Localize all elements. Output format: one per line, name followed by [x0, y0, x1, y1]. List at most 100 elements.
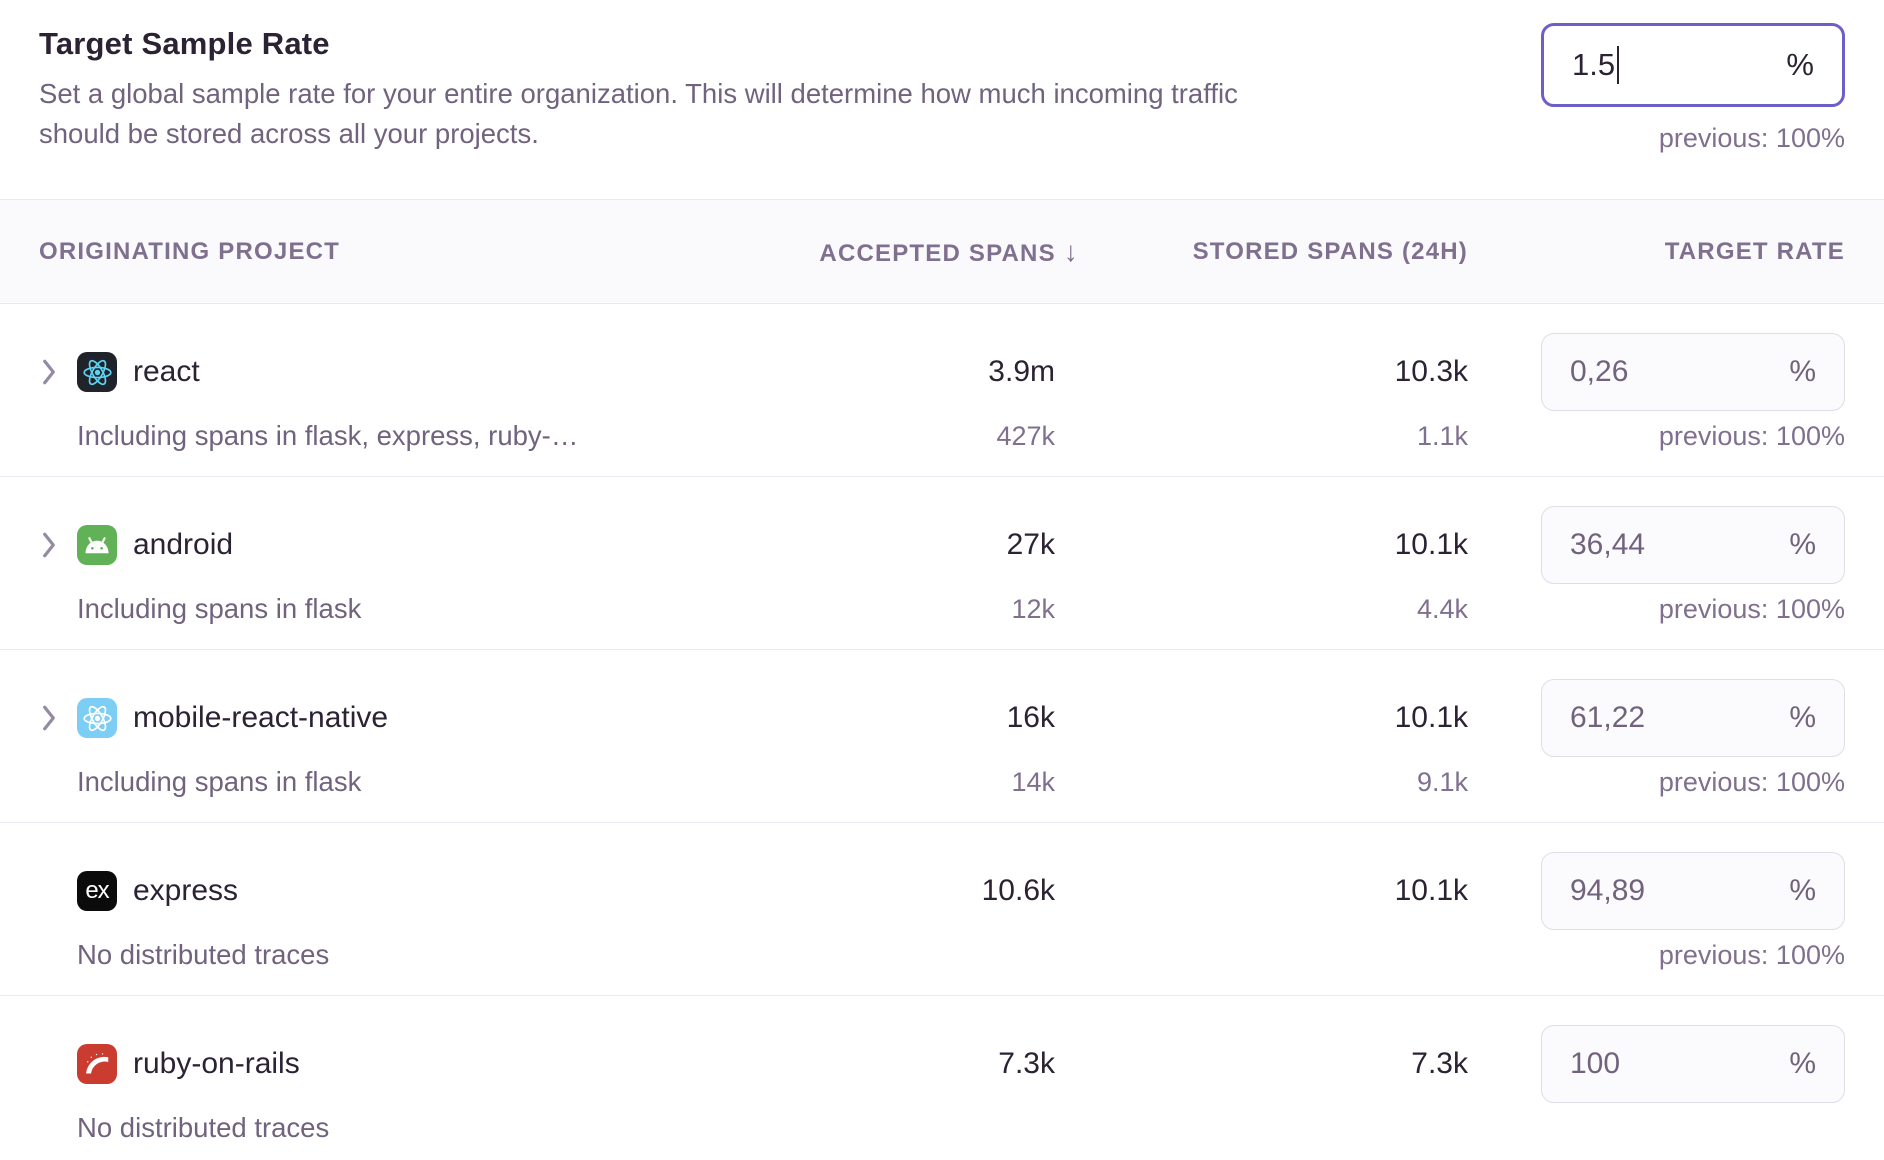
accepted-spans-subvalue — [735, 1108, 1055, 1148]
stored-spans-subvalue — [1055, 935, 1468, 975]
project-cell: android Including spans in flask — [39, 505, 735, 629]
project-row: ex express No distributed traces 10.6k 1… — [0, 823, 1884, 996]
percent-suffix: % — [1789, 874, 1816, 907]
percent-suffix: % — [1789, 355, 1816, 388]
page-description: Set a global sample rate for your entire… — [39, 74, 1459, 154]
target-rate-input[interactable]: 0,26 % — [1541, 333, 1845, 411]
stored-spans-cell: 10.1k — [1055, 851, 1468, 975]
target-rate-main: 61,22 % — [1541, 678, 1845, 758]
target-rate-main: 36,44 % — [1541, 505, 1845, 585]
accepted-spans-subvalue: 14k — [1011, 766, 1055, 797]
accepted-spans-subvalue — [735, 935, 1055, 975]
accepted-spans-subvalue: 427k — [996, 420, 1055, 451]
project-main-line: android — [39, 505, 735, 585]
project-main-line: ruby-on-rails — [39, 1024, 735, 1104]
project-row: android Including spans in flask 27k 12k… — [0, 477, 1884, 650]
project-subtitle: Including spans in flask — [77, 593, 362, 624]
project-subtitle: No distributed traces — [77, 939, 330, 970]
target-rate-cell: 61,22 % previous: 100% — [1468, 678, 1845, 802]
stored-spans-cell: 10.1k 4.4k — [1055, 505, 1468, 629]
table-header-row: ORIGINATING PROJECT ACCEPTED SPANS ↓ STOR… — [0, 199, 1884, 304]
global-rate-input[interactable]: 1.5 % — [1541, 23, 1845, 107]
accepted-spans-cell: 27k 12k — [735, 505, 1055, 629]
react-logo-icon — [77, 352, 117, 392]
accepted-spans-cell: 16k 14k — [735, 678, 1055, 802]
target-rate-value: 0,26 — [1570, 355, 1629, 388]
project-table-body: react Including spans in flask, express,… — [0, 304, 1884, 1160]
global-rate-previous: previous: 100% — [1658, 123, 1845, 153]
stored-spans-value: 10.3k — [1394, 355, 1468, 388]
stored-spans-cell: 7.3k — [1055, 1024, 1468, 1148]
page-title: Target Sample Rate — [39, 26, 330, 61]
expand-chevron-icon[interactable] — [39, 703, 77, 733]
accepted-spans-subvalue: 12k — [1011, 593, 1055, 624]
stored-spans-value: 10.1k — [1394, 701, 1468, 734]
accepted-spans-cell: 3.9m 427k — [735, 332, 1055, 456]
column-header-target-rate: TARGET RATE — [1664, 237, 1845, 265]
accepted-spans-cell: 10.6k — [735, 851, 1055, 975]
target-rate-previous: previous: 100% — [1658, 593, 1845, 624]
project-main-line: mobile-react-native — [39, 678, 735, 758]
project-row: ruby-on-rails No distributed traces 7.3k… — [0, 996, 1884, 1160]
description-line-1: Set a global sample rate for your entire… — [39, 78, 1238, 109]
stored-spans-subvalue: 9.1k — [1416, 766, 1468, 797]
column-header-originating-project: ORIGINATING PROJECT — [39, 237, 341, 265]
column-header-stored-spans: STORED SPANS (24H) — [1192, 237, 1468, 265]
project-row: react Including spans in flask, express,… — [0, 304, 1884, 477]
target-rate-main: 94,89 % — [1541, 851, 1845, 931]
percent-suffix: % — [1789, 1047, 1816, 1080]
accepted-spans-value: 10.6k — [981, 874, 1055, 907]
percent-suffix: % — [1789, 528, 1816, 561]
project-name: react — [133, 355, 200, 388]
sort-descending-icon: ↓ — [1063, 235, 1079, 267]
accepted-spans-value: 7.3k — [998, 1047, 1055, 1080]
text-caret — [1617, 46, 1620, 84]
project-name: ruby-on-rails — [133, 1047, 300, 1080]
global-rate-value: 1.5 — [1572, 46, 1620, 84]
project-subtitle: No distributed traces — [77, 1112, 330, 1143]
project-main-line: ex express — [39, 851, 735, 931]
project-main-line: react — [39, 332, 735, 412]
target-rate-input[interactable]: 94,89 % — [1541, 852, 1845, 930]
project-cell: mobile-react-native Including spans in f… — [39, 678, 735, 802]
percent-suffix: % — [1789, 701, 1816, 734]
stored-spans-value: 7.3k — [1411, 1047, 1468, 1080]
target-rate-main: 0,26 % — [1541, 332, 1845, 412]
target-rate-input[interactable]: 61,22 % — [1541, 679, 1845, 757]
column-header-accepted-spans[interactable]: ACCEPTED SPANS ↓ — [819, 235, 1079, 267]
target-rate-value: 100 — [1570, 1047, 1621, 1080]
target-rate-input[interactable]: 100 % — [1541, 1025, 1845, 1103]
project-name: mobile-react-native — [133, 701, 389, 734]
target-rate-input[interactable]: 36,44 % — [1541, 506, 1845, 584]
project-subtitle: Including spans in flask, express, ruby-… — [77, 420, 579, 451]
global-rate-control: 1.5 % previous: 100% — [1541, 23, 1845, 154]
expand-chevron-icon[interactable] — [39, 357, 77, 387]
target-rate-main: 100 % — [1541, 1024, 1845, 1104]
expand-chevron-icon[interactable] — [39, 530, 77, 560]
android-logo-icon — [77, 525, 117, 565]
project-cell: ex express No distributed traces — [39, 851, 735, 975]
target-rate-cell: 0,26 % previous: 100% — [1468, 332, 1845, 456]
target-rate-value: 94,89 — [1570, 874, 1646, 907]
percent-suffix: % — [1786, 47, 1814, 82]
project-cell: react Including spans in flask, express,… — [39, 332, 735, 456]
accepted-spans-cell: 7.3k — [735, 1024, 1055, 1148]
target-rate-cell: 94,89 % previous: 100% — [1468, 851, 1845, 975]
accepted-spans-value: 16k — [1006, 701, 1055, 734]
target-rate-cell: 36,44 % previous: 100% — [1468, 505, 1845, 629]
project-row: mobile-react-native Including spans in f… — [0, 650, 1884, 823]
stored-spans-subvalue: 1.1k — [1416, 420, 1468, 451]
accepted-spans-value: 27k — [1006, 528, 1055, 561]
target-sample-rate-section: Target Sample Rate Set a global sample r… — [0, 0, 1884, 199]
stored-spans-cell: 10.3k 1.1k — [1055, 332, 1468, 456]
target-rate-value: 61,22 — [1570, 701, 1646, 734]
project-name: android — [133, 528, 234, 561]
stored-spans-value: 10.1k — [1394, 874, 1468, 907]
express-logo-icon: ex — [77, 871, 117, 911]
stored-spans-value: 10.1k — [1394, 528, 1468, 561]
target-rate-cell: 100 % — [1468, 1024, 1845, 1148]
stored-spans-subvalue — [1055, 1108, 1468, 1148]
target-rate-value: 36,44 — [1570, 528, 1646, 561]
target-rate-previous: previous: 100% — [1658, 766, 1845, 797]
project-cell: ruby-on-rails No distributed traces — [39, 1024, 735, 1148]
